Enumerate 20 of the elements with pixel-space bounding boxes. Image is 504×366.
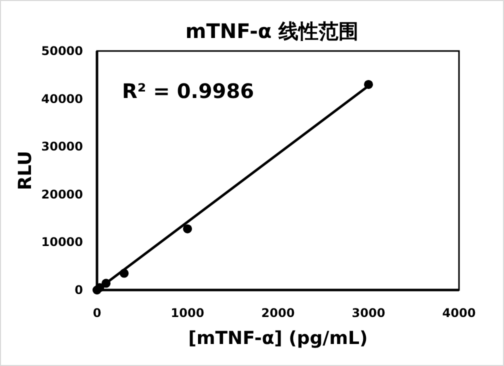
y-tick-label: 20000: [41, 187, 83, 202]
annotation: R² = 0.9986: [122, 79, 254, 103]
x-tick-label: 1000: [170, 306, 204, 320]
x-tick-label: 0: [92, 306, 102, 320]
chart-title: mTNF-α 线性范围: [185, 19, 359, 43]
y-tick-label: 0: [74, 283, 83, 297]
y-tick-label: 10000: [41, 235, 83, 250]
y-tick-label: 30000: [41, 140, 83, 154]
y-tick-label: 40000: [41, 92, 83, 106]
point: [102, 278, 111, 288]
x-tick-label: 2000: [261, 306, 295, 320]
point: [95, 283, 104, 292]
x-axis-title: [mTNF-α] (pg/mL): [188, 328, 368, 349]
point: [364, 80, 373, 89]
x-tick-label: 3000: [352, 306, 386, 320]
x-tick-label: 4000: [442, 306, 476, 320]
y-axis-title: RLU: [15, 150, 36, 190]
point: [183, 224, 192, 234]
point: [120, 268, 129, 278]
y-tick-label: 50000: [41, 44, 83, 58]
